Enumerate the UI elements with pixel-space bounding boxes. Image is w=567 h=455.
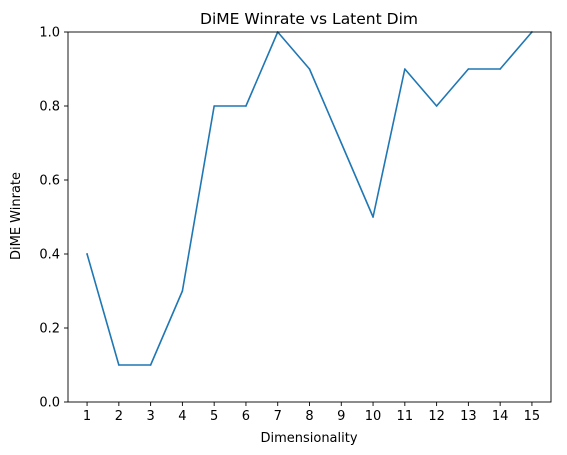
data-point [499, 68, 501, 70]
x-tick-label: 12 [428, 409, 445, 424]
y-tick-label: 0.6 [39, 174, 60, 189]
y-axis-label: DiME Winrate [9, 172, 24, 260]
y-tick-label: 1.0 [39, 26, 60, 41]
data-point [86, 253, 88, 255]
x-tick-label: 10 [365, 409, 382, 424]
y-axis: 0.0 0.2 0.4 0.6 0.8 1.0 [39, 26, 68, 411]
x-tick-label: 7 [274, 409, 282, 424]
data-point [245, 105, 247, 107]
x-tick-label: 13 [460, 409, 477, 424]
data-point [467, 68, 470, 70]
x-tick-label: 15 [524, 409, 541, 424]
data-point [181, 290, 184, 292]
x-tick-label: 11 [397, 409, 414, 424]
chart-title: DiME Winrate vs Latent Dim [200, 10, 418, 28]
x-tick-label: 6 [242, 409, 250, 424]
x-tick-label: 4 [178, 409, 186, 424]
data-point [340, 142, 343, 144]
data-point [435, 105, 438, 107]
x-tick-label: 1 [83, 409, 91, 424]
data-point [149, 364, 152, 366]
x-tick-label: 2 [115, 409, 123, 424]
x-axis-label: Dimensionality [260, 431, 357, 446]
axes-frame [67, 31, 552, 403]
series-line-0 [86, 30, 534, 366]
plot-area [67, 30, 552, 403]
x-tick-label: 8 [305, 409, 313, 424]
x-tick-label: 14 [492, 409, 509, 424]
y-tick-label: 0.0 [39, 396, 60, 411]
y-tick-label: 0.2 [39, 322, 60, 337]
x-tick-label: 5 [210, 409, 218, 424]
x-axis: 1 2 3 4 5 6 7 8 9 10 11 12 13 14 15 [83, 402, 540, 424]
data-point [308, 68, 311, 70]
data-point [213, 105, 215, 107]
x-tick-label: 3 [146, 409, 154, 424]
data-point [118, 364, 120, 366]
data-point [404, 68, 406, 70]
y-tick-label: 0.4 [39, 248, 60, 263]
y-tick-label: 0.8 [39, 100, 60, 115]
x-tick-label: 9 [337, 409, 345, 424]
data-point [372, 216, 374, 218]
